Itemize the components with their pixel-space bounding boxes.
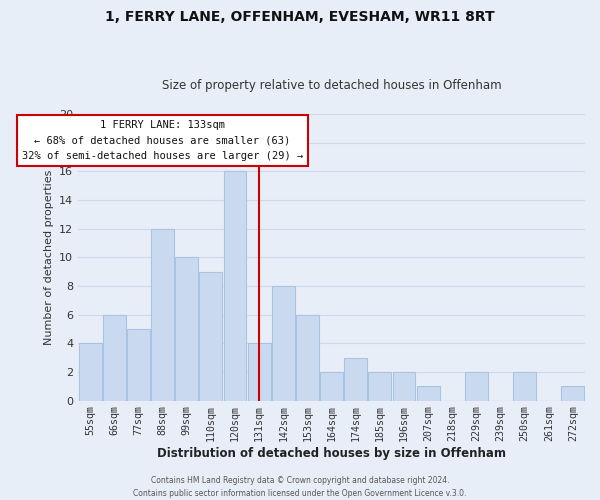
Text: 1, FERRY LANE, OFFENHAM, EVESHAM, WR11 8RT: 1, FERRY LANE, OFFENHAM, EVESHAM, WR11 8…: [105, 10, 495, 24]
Bar: [199, 272, 223, 400]
Bar: [416, 386, 440, 400]
Bar: [175, 258, 198, 400]
Bar: [79, 344, 101, 400]
Bar: [392, 372, 415, 400]
Bar: [513, 372, 536, 400]
Text: Contains HM Land Registry data © Crown copyright and database right 2024.
Contai: Contains HM Land Registry data © Crown c…: [133, 476, 467, 498]
Bar: [248, 344, 271, 400]
Title: Size of property relative to detached houses in Offenham: Size of property relative to detached ho…: [162, 79, 502, 92]
Bar: [368, 372, 391, 400]
Bar: [127, 329, 150, 400]
Bar: [465, 372, 488, 400]
Bar: [224, 172, 247, 400]
Bar: [562, 386, 584, 400]
Bar: [151, 228, 174, 400]
Text: 1 FERRY LANE: 133sqm
← 68% of detached houses are smaller (63)
32% of semi-detac: 1 FERRY LANE: 133sqm ← 68% of detached h…: [22, 120, 303, 161]
Bar: [320, 372, 343, 400]
Bar: [344, 358, 367, 401]
Bar: [296, 314, 319, 400]
Bar: [272, 286, 295, 401]
Bar: [103, 314, 126, 400]
X-axis label: Distribution of detached houses by size in Offenham: Distribution of detached houses by size …: [157, 447, 506, 460]
Y-axis label: Number of detached properties: Number of detached properties: [44, 170, 53, 345]
